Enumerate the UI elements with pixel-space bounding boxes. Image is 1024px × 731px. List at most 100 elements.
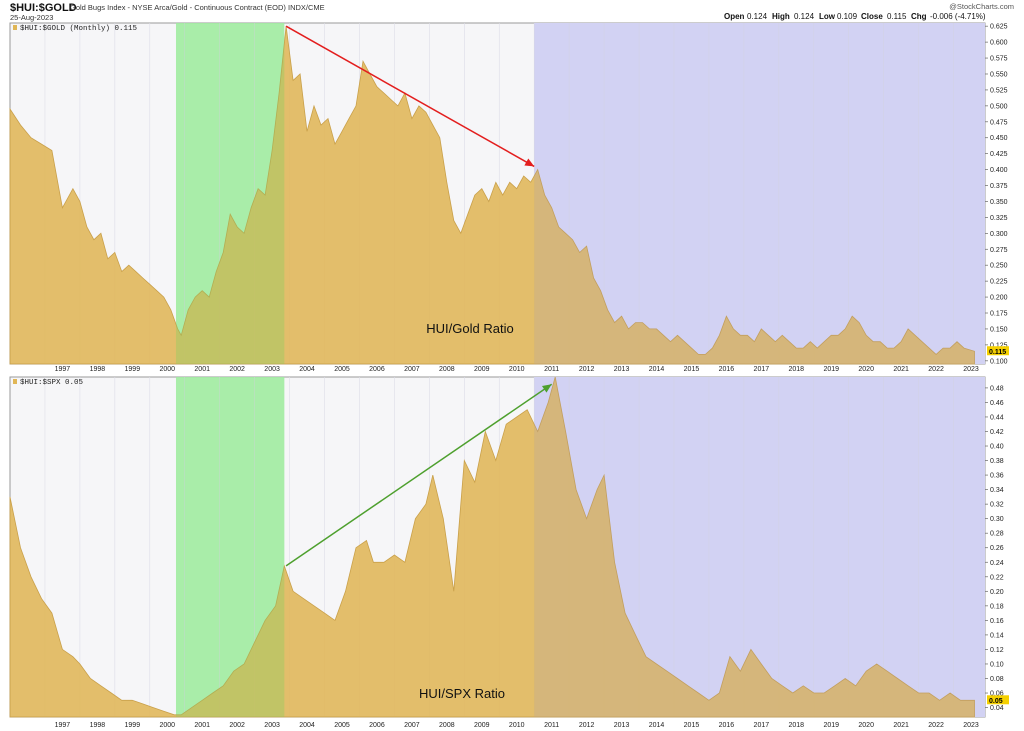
series-area — [9, 376, 975, 718]
x-tick-label: 2004 — [299, 722, 315, 729]
y-tick-label: 0.10 — [990, 661, 1004, 668]
hui-spx-panel: 0.48 0.46 0.44 0.42 0.40 0.38 0.36 0.34 0.32 0.30… — [9, 376, 1009, 729]
x-tick-label: 2002 — [229, 366, 245, 373]
y-tick-label: 0.32 — [990, 502, 1004, 509]
x-tick-label: 2010 — [509, 366, 525, 373]
y-tick-label: 0.275 — [990, 247, 1008, 254]
y-tick-label: 0.350 — [990, 199, 1008, 206]
trend-arrow-head — [524, 158, 535, 167]
y-tick-label: 0.36 — [990, 473, 1004, 480]
y-tick-label: 0.375 — [990, 183, 1008, 190]
x-tick-label: 2005 — [334, 722, 350, 729]
y-tick-label: 0.44 — [990, 414, 1004, 421]
y-tick-label: 0.14 — [990, 632, 1004, 639]
x-tick-label: 2014 — [649, 722, 665, 729]
y-tick-label: 0.250 — [990, 263, 1008, 270]
x-tick-label: 2012 — [579, 722, 595, 729]
y-tick-label: 0.12 — [990, 647, 1004, 654]
x-tick-label: 2002 — [229, 722, 245, 729]
y-tick-label: 0.46 — [990, 400, 1004, 407]
panel-annotation: HUI/Gold Ratio — [426, 321, 513, 336]
low-label: Low — [819, 12, 836, 21]
x-tick-label: 2008 — [439, 366, 455, 373]
chg-label: Chg — [911, 12, 927, 21]
x-tick-label: 2015 — [684, 722, 700, 729]
x-tick-label: 2007 — [404, 722, 420, 729]
x-tick-label: 1998 — [90, 722, 106, 729]
y-tick-label: 0.200 — [990, 295, 1008, 302]
x-tick-label: 2018 — [789, 722, 805, 729]
y-tick-label: 0.30 — [990, 516, 1004, 523]
trend-arrow-line — [285, 25, 535, 168]
series-area — [9, 26, 975, 365]
x-tick-label: 2012 — [579, 366, 595, 373]
y-tick-label: 0.575 — [990, 56, 1008, 63]
y-tick-label: 0.600 — [990, 40, 1008, 47]
x-tick-label: 2020 — [858, 366, 874, 373]
ohlc-readout: Open 0.124 High 0.124 Low 0.109 Close 0.… — [724, 12, 986, 21]
x-tick-label: 2023 — [963, 366, 979, 373]
legend-swatch — [13, 25, 17, 30]
y-tick-label: 0.04 — [990, 705, 1004, 712]
open-label: Open — [724, 12, 745, 21]
chg-value: -0.006 (-4.71%) — [930, 12, 986, 21]
legend-swatch — [13, 379, 17, 384]
legend-label: $HUI:$GOLD (Monthly) 0.115 — [20, 25, 138, 33]
y-tick-label: 0.26 — [990, 545, 1004, 552]
x-tick-label: 2009 — [474, 366, 490, 373]
x-tick-label: 2015 — [684, 366, 700, 373]
y-tick-label: 0.125 — [990, 342, 1008, 349]
last-value-badge — [987, 695, 1009, 705]
x-tick-label: 2013 — [614, 722, 630, 729]
x-tick-label: 2019 — [823, 366, 839, 373]
y-tick-label: 0.425 — [990, 151, 1008, 158]
last-value-badge — [987, 346, 1009, 356]
x-tick-label: 2010 — [509, 722, 525, 729]
x-tick-label: 2021 — [893, 722, 909, 729]
x-tick-label: 1999 — [125, 366, 141, 373]
y-tick-label: 0.16 — [990, 618, 1004, 625]
y-tick-label: 0.38 — [990, 458, 1004, 465]
x-tick-label: 1997 — [55, 366, 71, 373]
y-tick-label: 0.42 — [990, 429, 1004, 436]
x-tick-label: 2020 — [858, 722, 874, 729]
x-tick-label: 2022 — [928, 722, 944, 729]
y-tick-label: 0.08 — [990, 676, 1004, 683]
x-tick-label: 2009 — [474, 722, 490, 729]
x-tick-label: 2006 — [369, 722, 385, 729]
brand-watermark: @StockCharts.com — [949, 2, 1014, 11]
y-tick-label: 0.06 — [990, 691, 1004, 698]
x-tick-label: 2014 — [649, 366, 665, 373]
y-tick-label: 0.34 — [990, 487, 1004, 494]
x-tick-label: 2001 — [194, 722, 210, 729]
x-tick-label: 2006 — [369, 366, 385, 373]
low-value: 0.109 — [837, 12, 858, 21]
x-tick-label: 1999 — [125, 722, 141, 729]
x-tick-label: 2013 — [614, 366, 630, 373]
chart-description: Gold Bugs Index - NYSE Arca/Gold - Conti… — [70, 3, 325, 12]
x-tick-label: 2001 — [194, 366, 210, 373]
green-zone-overlay — [175, 377, 285, 717]
x-tick-label: 2003 — [264, 722, 280, 729]
x-tick-label: 2022 — [928, 366, 944, 373]
y-tick-label: 0.625 — [990, 24, 1008, 31]
blue-highlight-zone — [534, 23, 985, 364]
chart-symbol: $HUI:$GOLD — [10, 2, 77, 14]
x-tick-label: 2023 — [963, 722, 979, 729]
blue-zone-overlay — [534, 377, 985, 717]
x-tick-label: 1997 — [55, 722, 71, 729]
y-tick-label: 0.475 — [990, 119, 1008, 126]
open-value: 0.124 — [747, 12, 768, 21]
y-tick-label: 0.20 — [990, 589, 1004, 596]
x-tick-label: 2021 — [893, 366, 909, 373]
panel-annotation: HUI/SPX Ratio — [419, 686, 505, 701]
blue-zone-overlay — [534, 23, 985, 364]
y-tick-label: 0.48 — [990, 385, 1004, 392]
y-tick-label: 0.22 — [990, 574, 1004, 581]
high-label: High — [772, 12, 790, 21]
last-value-label: 0.115 — [989, 349, 1006, 356]
x-tick-label: 2016 — [719, 366, 735, 373]
close-value: 0.115 — [887, 12, 907, 21]
y-tick-label: 0.18 — [990, 603, 1004, 610]
